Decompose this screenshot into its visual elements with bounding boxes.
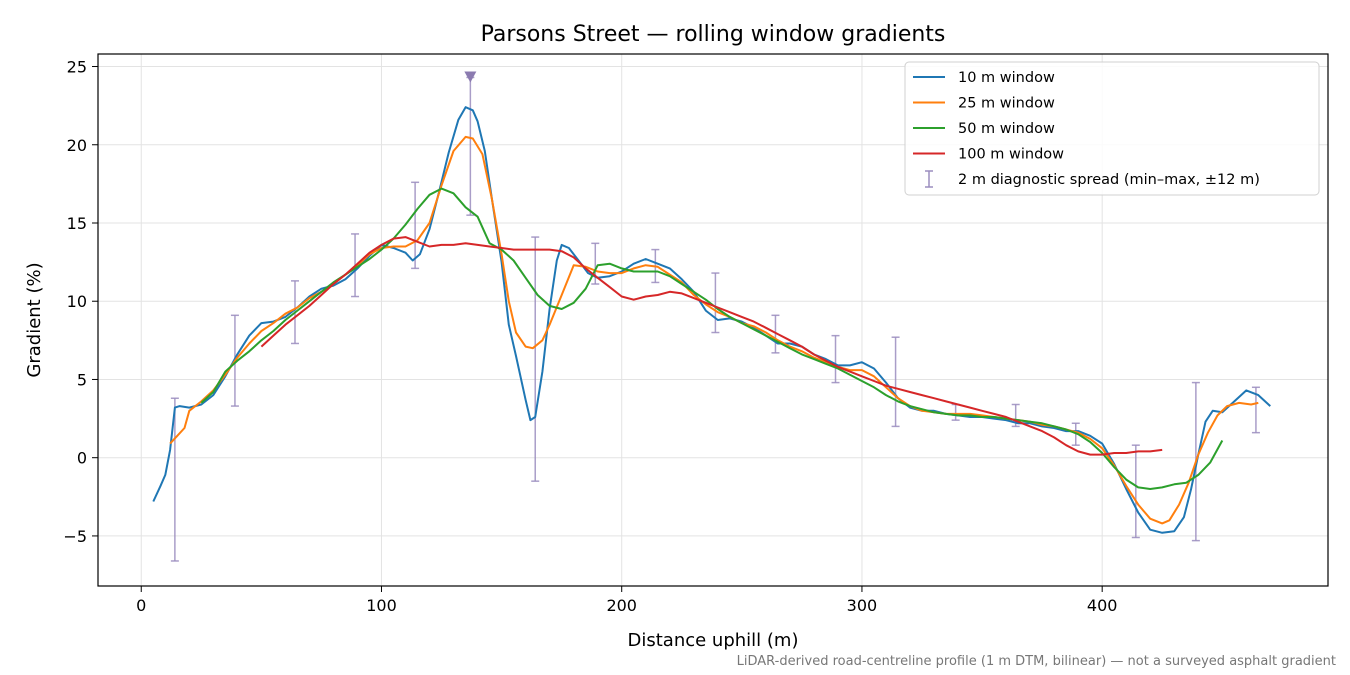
y-axis-label: Gradient (%) — [24, 262, 45, 377]
axes-frame — [97, 53, 1329, 587]
legend: 10 m window 25 m window 50 m window 100 m w… — [904, 61, 1320, 196]
y-tick-label: 5 — [77, 370, 87, 389]
legend-box — [904, 61, 1320, 196]
y-tick-label: 20 — [67, 136, 87, 155]
legend-label: 25 m window — [958, 96, 1055, 112]
chart-title: Parsons Street — rolling window gradient… — [481, 22, 946, 47]
plot-area: 0 100 200 300 400 −5 0 5 10 15 20 25 10 m window 25 m… — [63, 53, 1329, 615]
legend-label: 2 m diagnostic spread (min–max, ±12 m) — [958, 172, 1260, 188]
y-tick-label: −5 — [63, 527, 87, 546]
x-tick-label: 100 — [366, 596, 397, 615]
footnote: LiDAR-derived road-centreline profile (1… — [737, 654, 1336, 669]
series-group — [152, 106, 1271, 534]
x-axis-label: Distance uphill (m) — [628, 630, 799, 651]
y-tick-label: 0 — [77, 449, 87, 468]
y-tick-label: 15 — [67, 214, 87, 233]
y-tick-label: 10 — [67, 292, 87, 311]
legend-label: 100 m window — [958, 147, 1064, 163]
x-tick-label: 400 — [1087, 596, 1118, 615]
y-tick-label: 25 — [67, 58, 87, 77]
x-tick-label: 300 — [847, 596, 878, 615]
legend-label: 50 m window — [958, 121, 1055, 137]
x-tick-label: 200 — [606, 596, 637, 615]
offscale-marker — [464, 71, 477, 83]
series-line — [260, 236, 1163, 456]
x-tick-label: 0 — [136, 596, 146, 615]
legend-label: 10 m window — [958, 70, 1055, 86]
